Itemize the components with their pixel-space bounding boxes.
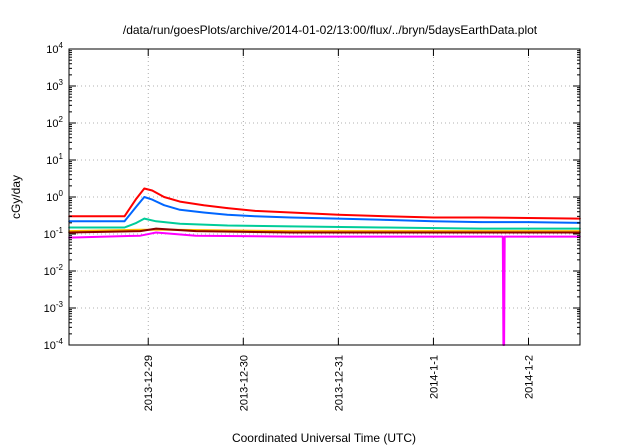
y-axis-label: cGy/day: [9, 175, 23, 219]
data-point: [254, 215, 256, 218]
data-point: [337, 217, 340, 220]
x-axis: 2013-12-29 2013-12-30 2013-12-31 2014-1-1 20…: [143, 49, 536, 411]
data-point: [290, 216, 292, 219]
data-point: [139, 234, 142, 237]
data-point: [179, 200, 181, 203]
data-point: [139, 230, 142, 232]
data-point: [195, 234, 197, 237]
data-point: [155, 220, 157, 223]
x-tick-label: 2014-1-1: [428, 355, 440, 399]
x-tick-label: 2013-12-31: [333, 355, 345, 411]
y-tick-label: 10-2: [44, 263, 64, 278]
y-tick-label: 10-1: [44, 226, 64, 241]
data-point: [123, 226, 126, 229]
data-point: [135, 222, 138, 224]
data-point: [385, 231, 387, 234]
data-point: [480, 235, 482, 238]
data-point: [480, 227, 482, 230]
data-point: [202, 204, 205, 206]
data-point: [290, 231, 292, 234]
y-axis: 10-4 10-3 10-2 10-1 100 101 102 103 104: [44, 41, 580, 352]
data-point: [290, 211, 292, 214]
data-point: [179, 222, 181, 225]
data-point: [226, 224, 229, 227]
y-tick-label: 104: [46, 41, 63, 56]
data-point: [151, 198, 153, 201]
data-point: [151, 189, 153, 192]
data-point: [135, 197, 138, 200]
data-point: [290, 235, 292, 238]
y-tick-label: 101: [46, 152, 63, 167]
data-point: [503, 235, 506, 238]
series-layer: [68, 187, 581, 346]
data-point: [135, 205, 138, 208]
series-line-2: [69, 196, 581, 224]
data-point: [226, 214, 229, 216]
data-point: [202, 211, 205, 214]
y-tick-label: 10-4: [44, 337, 64, 352]
data-point: [143, 196, 146, 198]
data-point: [527, 217, 530, 219]
data-point: [480, 221, 482, 223]
grid: [69, 49, 580, 345]
data-point: [290, 225, 292, 228]
x-tick-label: 2013-12-30: [238, 355, 250, 411]
data-point: [502, 235, 504, 238]
data-point: [163, 196, 165, 198]
data-point: [226, 207, 229, 209]
data-point: [480, 231, 482, 234]
data-point: [432, 220, 435, 223]
series-line-3: [69, 217, 580, 230]
series-line-1: [69, 187, 581, 220]
data-point: [254, 210, 256, 212]
data-point: [385, 235, 387, 238]
data-point: [480, 216, 482, 219]
data-point: [337, 214, 340, 216]
chart-title: /data/run/goesPlots/archive/2014-01-02/1…: [123, 23, 538, 37]
series-line-5: [68, 227, 580, 234]
series-line-6: [68, 231, 580, 346]
x-tick-label: 2013-12-29: [143, 355, 155, 411]
data-point: [99, 226, 102, 229]
data-point: [99, 215, 102, 218]
data-point: [99, 220, 102, 223]
data-point: [155, 231, 157, 234]
data-point: [385, 226, 387, 229]
x-tick-label: 2014-1-2: [524, 355, 536, 399]
data-point: [195, 230, 197, 232]
data-point: [179, 209, 181, 211]
y-tick-label: 100: [46, 189, 63, 204]
y-tick-label: 10-3: [44, 300, 64, 315]
x-axis-label: Coordinated Universal Time (UTC): [232, 431, 416, 445]
data-point: [163, 204, 165, 206]
data-point: [155, 227, 157, 230]
data-point: [385, 215, 387, 218]
data-point: [385, 219, 387, 221]
data-point: [143, 187, 146, 190]
data-point: [527, 235, 530, 238]
data-point: [123, 215, 126, 218]
data-point: [143, 217, 146, 220]
data-point: [432, 216, 435, 219]
data-point: [527, 221, 530, 223]
y-tick-label: 102: [46, 115, 63, 130]
data-point: [123, 220, 126, 223]
y-tick-label: 103: [46, 78, 63, 93]
